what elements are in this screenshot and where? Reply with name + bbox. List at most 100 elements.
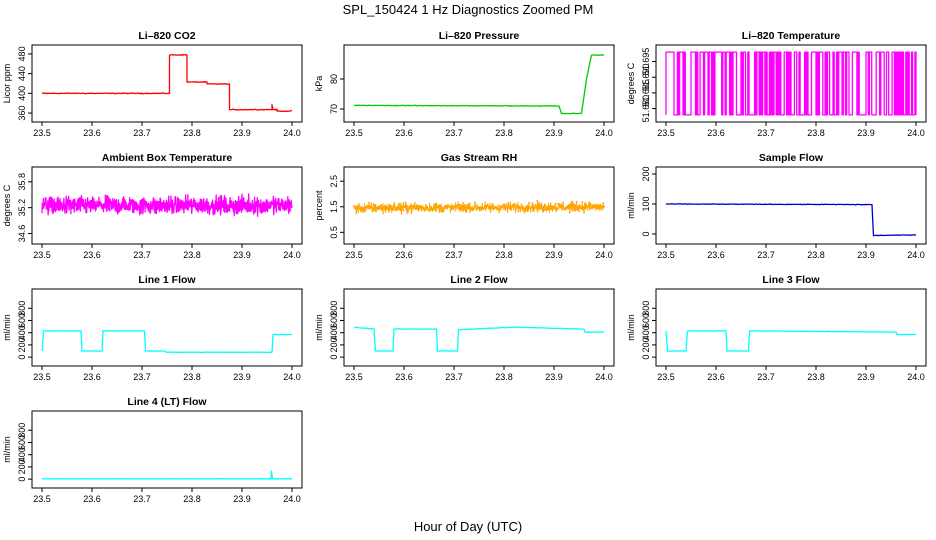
data-point bbox=[373, 209, 375, 211]
y-tick-label: 800 bbox=[641, 301, 651, 316]
panel-line-4-lt-flow: Line 4 (LT) Flow ml/min 23.5 23.6 23.7 23.8 23… bbox=[2, 396, 303, 504]
panel-li-820-temperature: Li–820 Temperature degrees C 23.5 23.6 23.7 2… bbox=[626, 30, 927, 138]
y-tick-label: 800 bbox=[329, 301, 339, 316]
panel-line-2-flow: Line 2 Flow ml/min 23.5 23.6 23.7 23.8 23.9 24.… bbox=[314, 274, 615, 382]
data-point bbox=[482, 208, 485, 211]
data-point bbox=[428, 210, 431, 212]
data-point bbox=[438, 205, 441, 208]
y-axis-label: ml/min bbox=[626, 314, 636, 341]
data-point bbox=[594, 206, 597, 209]
data-point bbox=[354, 207, 357, 210]
data-point bbox=[549, 202, 552, 205]
data-point bbox=[408, 205, 411, 207]
plot-frame bbox=[31, 166, 303, 245]
y-tick-label: 51.690 bbox=[641, 63, 651, 91]
data-point bbox=[488, 208, 491, 211]
x-tick-label: 23.9 bbox=[857, 250, 875, 260]
x-tick-label: 24.0 bbox=[595, 128, 613, 138]
data-point bbox=[531, 202, 534, 205]
x-tick-label: 23.7 bbox=[133, 250, 151, 260]
data-point bbox=[458, 203, 461, 206]
data-point bbox=[484, 206, 487, 209]
data-point bbox=[380, 204, 383, 206]
x-tick-label: 23.8 bbox=[807, 372, 825, 382]
x-tick-label: 23.6 bbox=[395, 250, 413, 260]
y-tick-label: 600 bbox=[329, 313, 339, 328]
data-point bbox=[398, 207, 400, 210]
data-point bbox=[361, 209, 364, 212]
data-point bbox=[465, 208, 468, 210]
data-point bbox=[432, 208, 435, 210]
y-tick-label: 0 bbox=[17, 355, 27, 360]
x-tick-label: 23.9 bbox=[545, 128, 563, 138]
x-tick-label: 23.7 bbox=[757, 250, 775, 260]
panel-grid: Li–820 CO2 Licor ppm 23.5 23.6 23.7 23.8 23.9 2… bbox=[2, 30, 927, 504]
data-point bbox=[560, 203, 563, 206]
data-point bbox=[441, 208, 444, 211]
data-point bbox=[483, 204, 486, 207]
panel-title: Line 2 Flow bbox=[450, 274, 508, 286]
x-tick-label: 23.9 bbox=[857, 128, 875, 138]
data-point bbox=[587, 205, 590, 208]
data-point bbox=[364, 208, 367, 211]
plot-frame bbox=[655, 44, 927, 123]
data-point bbox=[382, 212, 385, 215]
data-point bbox=[426, 205, 429, 208]
data-point bbox=[358, 208, 361, 211]
data-point bbox=[498, 204, 501, 207]
data-point bbox=[503, 204, 506, 207]
data-point bbox=[536, 199, 539, 202]
x-tick-label: 23.7 bbox=[757, 372, 775, 382]
data-point bbox=[515, 204, 518, 207]
y-tick-label: 600 bbox=[17, 313, 27, 328]
y-tick-label: 360 bbox=[17, 106, 27, 121]
data-point bbox=[502, 204, 505, 207]
data-point bbox=[491, 203, 494, 206]
data-point bbox=[468, 205, 470, 208]
data-point bbox=[481, 202, 484, 205]
data-point bbox=[513, 202, 516, 205]
data-point bbox=[398, 202, 401, 205]
data-point bbox=[583, 211, 585, 214]
data-point bbox=[386, 206, 389, 209]
data-point bbox=[561, 208, 564, 210]
x-tick-label: 23.9 bbox=[233, 128, 251, 138]
x-tick-label: 23.6 bbox=[707, 128, 725, 138]
data-point bbox=[374, 203, 377, 206]
data-point bbox=[403, 206, 406, 209]
data-point bbox=[575, 200, 578, 203]
data-point bbox=[399, 209, 402, 212]
x-tick-label: 23.8 bbox=[183, 372, 201, 382]
x-tick-label: 23.6 bbox=[395, 372, 413, 382]
data-point bbox=[517, 210, 520, 213]
data-point bbox=[365, 206, 368, 209]
x-tick-label: 23.7 bbox=[133, 128, 151, 138]
x-tick-label: 24.0 bbox=[283, 250, 301, 260]
x-tick-label: 24.0 bbox=[283, 372, 301, 382]
x-tick-label: 24.0 bbox=[907, 372, 925, 382]
data-point bbox=[572, 206, 575, 209]
x-tick-label: 23.9 bbox=[233, 494, 251, 504]
y-tick-label: 0 bbox=[17, 477, 27, 482]
x-tick-label: 23.6 bbox=[707, 250, 725, 260]
data-point bbox=[538, 201, 540, 204]
data-point bbox=[423, 206, 425, 209]
data-point bbox=[467, 203, 470, 206]
data-point bbox=[537, 206, 540, 209]
x-tick-label: 24.0 bbox=[283, 128, 301, 138]
data-point bbox=[474, 205, 477, 208]
data-point bbox=[478, 206, 480, 209]
data-point bbox=[415, 204, 418, 206]
data-point bbox=[501, 206, 504, 209]
data-point bbox=[403, 204, 405, 207]
data-point bbox=[356, 208, 359, 211]
data-point bbox=[539, 207, 542, 209]
data-point bbox=[404, 201, 407, 204]
data-point bbox=[383, 208, 386, 211]
series-line bbox=[41, 329, 293, 354]
x-tick-label: 23.9 bbox=[233, 372, 251, 382]
data-point bbox=[461, 208, 464, 211]
data-point bbox=[414, 207, 417, 210]
y-tick-label: 0 bbox=[329, 355, 339, 360]
data-point bbox=[495, 207, 498, 209]
